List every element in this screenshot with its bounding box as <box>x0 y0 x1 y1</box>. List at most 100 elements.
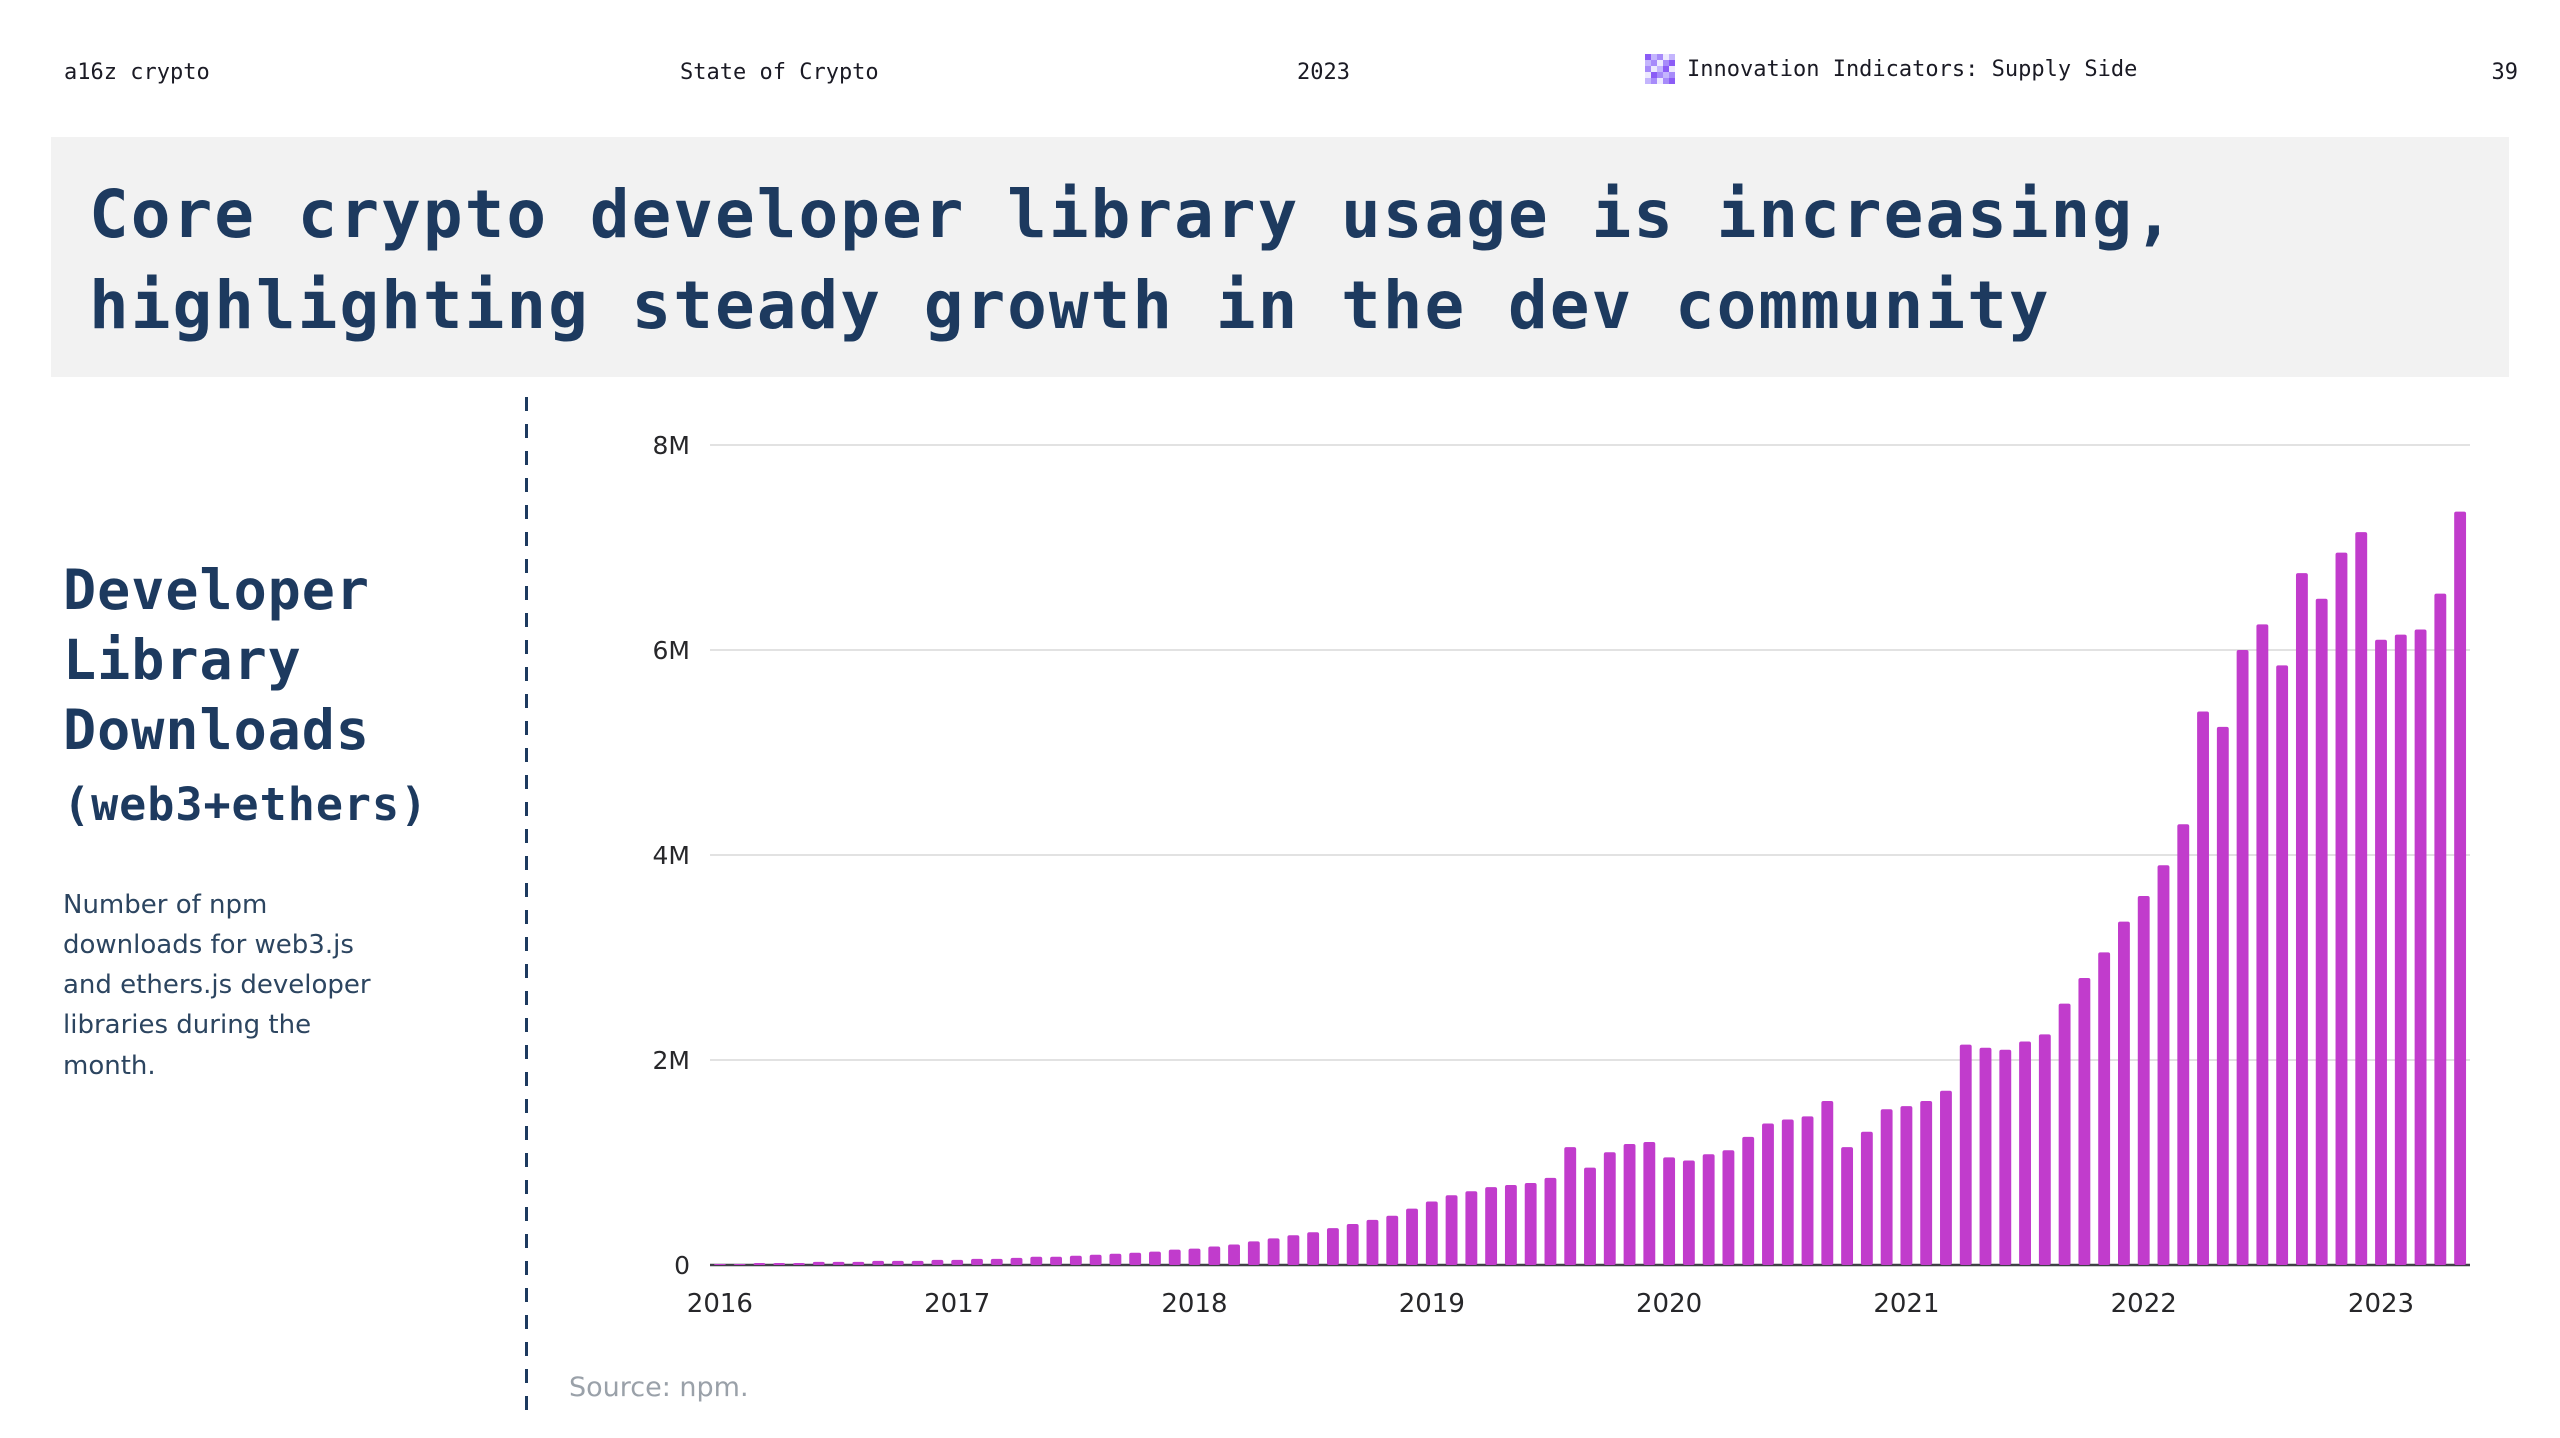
bar-2020-02 <box>1682 1160 1695 1265</box>
bar-2023-03 <box>2414 629 2427 1265</box>
bar-2022-09 <box>2295 573 2308 1266</box>
bar-2018-03 <box>1228 1244 1240 1265</box>
x-axis-tick-label: 2020 <box>1636 1289 1702 1319</box>
chart-heading: Developer Library Downloads <box>63 556 533 766</box>
bar-2016-07 <box>832 1261 845 1265</box>
bar-2016-10 <box>891 1260 904 1265</box>
bar-2021-05 <box>1979 1047 1992 1265</box>
report-year: 2023 <box>1297 60 1350 85</box>
bar-2021-09 <box>2058 1003 2071 1266</box>
bar-2016-08 <box>852 1261 865 1265</box>
bar-2020-05 <box>1742 1136 1755 1266</box>
bar-2017-05 <box>1030 1256 1043 1265</box>
bar-2019-08 <box>1564 1147 1577 1266</box>
section-label: Innovation Indicators: Supply Side <box>1645 54 2137 84</box>
bar-2020-07 <box>1781 1119 1794 1265</box>
chart-sidebar: Developer Library Downloads (web3+ethers… <box>63 556 533 1086</box>
bar-2020-01 <box>1663 1157 1676 1266</box>
bar-2016-12 <box>931 1259 944 1266</box>
y-axis-tick-label: 8M <box>653 431 690 460</box>
bar-2021-04 <box>1959 1044 1972 1266</box>
title-band: Core crypto developer library usage is i… <box>51 137 2509 377</box>
page-title: Core crypto developer library usage is i… <box>89 169 2489 351</box>
bar-2017-11 <box>1149 1251 1161 1265</box>
x-axis-tick-label: 2019 <box>1399 1289 1465 1319</box>
bar-2019-12 <box>1643 1142 1656 1265</box>
bar-2023-05 <box>2454 511 2467 1266</box>
bar-2016-01 <box>713 1263 726 1265</box>
bar-2022-05 <box>2216 726 2229 1266</box>
bar-2022-07 <box>2256 624 2269 1266</box>
bar-2018-11 <box>1386 1215 1399 1265</box>
bar-2017-12 <box>1168 1249 1181 1266</box>
bar-2022-08 <box>2276 665 2289 1266</box>
bar-2018-06 <box>1287 1235 1300 1265</box>
bar-2016-03 <box>753 1262 766 1265</box>
bar-2021-06 <box>1999 1049 2012 1265</box>
chart-heading-line-3: Downloads <box>63 697 371 762</box>
y-axis-tick-label: 0 <box>674 1251 690 1280</box>
bar-2016-11 <box>911 1260 924 1265</box>
bar-2018-01 <box>1188 1248 1201 1265</box>
bar-2020-11 <box>1860 1131 1873 1265</box>
bar-2016-04 <box>773 1262 786 1265</box>
chart-heading-line-2: Library <box>63 627 302 692</box>
x-axis-tick-label: 2017 <box>924 1289 990 1319</box>
bar-2019-07 <box>1544 1177 1557 1266</box>
section-title: Innovation Indicators: Supply Side <box>1687 56 2138 82</box>
bar-2021-10 <box>2078 978 2091 1265</box>
bar-2017-04 <box>1010 1257 1023 1265</box>
bar-2021-07 <box>2019 1041 2031 1265</box>
bar-2022-11 <box>2335 552 2348 1266</box>
downloads-bar-chart: 0 2M 4M 6M 8M 2016 2017 2018 2019 2020 2021 2022 202… <box>620 420 2500 1420</box>
bar-2022-12 <box>2355 532 2368 1266</box>
y-axis-tick-label: 4M <box>653 841 690 870</box>
bar-2017-01 <box>951 1259 964 1266</box>
report-title: State of Crypto <box>680 60 879 85</box>
brand-logo-text: a16z crypto <box>64 60 210 85</box>
bar-2019-05 <box>1504 1185 1517 1265</box>
x-axis-tick-label: 2022 <box>2111 1289 2177 1319</box>
y-axis-tick-label: 6M <box>653 636 690 665</box>
page-title-line-2: highlighting steady growth in the dev co… <box>89 267 2051 345</box>
bar-2017-08 <box>1089 1254 1102 1265</box>
bar-2021-12 <box>2118 921 2130 1266</box>
bar-2016-06 <box>812 1261 825 1265</box>
bar-2018-02 <box>1208 1246 1221 1265</box>
bar-2016-09 <box>872 1260 885 1265</box>
bar-2018-12 <box>1406 1208 1418 1266</box>
bar-2019-03 <box>1465 1191 1478 1265</box>
bar-2020-09 <box>1821 1101 1834 1265</box>
bar-2016-02 <box>733 1263 746 1265</box>
bar-2021-02 <box>1920 1101 1933 1265</box>
bar-2019-09 <box>1584 1167 1596 1266</box>
bar-2022-03 <box>2177 824 2190 1265</box>
page-number: 39 <box>2491 60 2519 85</box>
bar-2017-03 <box>990 1258 1003 1265</box>
bar-2020-04 <box>1722 1150 1735 1265</box>
bar-2018-08 <box>1326 1228 1339 1265</box>
bar-2019-06 <box>1524 1183 1537 1265</box>
bar-2022-02 <box>2157 865 2170 1265</box>
bar-2020-12 <box>1880 1109 1893 1265</box>
bar-2017-06 <box>1050 1256 1062 1265</box>
bar-2016-05 <box>793 1262 805 1265</box>
bar-2020-10 <box>1841 1147 1854 1266</box>
bar-2022-06 <box>2236 650 2249 1265</box>
bar-2019-11 <box>1623 1144 1636 1265</box>
header: a16z crypto State of Crypto 2023 Innovat… <box>0 0 2560 137</box>
downloads-bar-chart-svg: 0 2M 4M 6M 8M 2016 2017 2018 2019 2020 2021 2022 202… <box>653 431 2470 1319</box>
bar-2018-04 <box>1247 1241 1260 1265</box>
bar-2022-10 <box>2315 598 2328 1265</box>
bar-2019-04 <box>1485 1187 1498 1265</box>
x-axis-tick-label: 2023 <box>2348 1289 2414 1319</box>
bar-2020-06 <box>1762 1123 1774 1265</box>
bar-2021-11 <box>2098 952 2111 1266</box>
bar-2018-09 <box>1346 1224 1359 1265</box>
dashed-divider <box>525 397 528 1419</box>
chart-subheading: (web3+ethers) <box>63 777 429 831</box>
bar-2020-03 <box>1702 1154 1715 1265</box>
page-title-line-1: Core crypto developer library usage is i… <box>89 176 2176 253</box>
source-note: Source: npm. <box>569 1372 749 1403</box>
bar-2021-03 <box>1940 1090 1952 1265</box>
